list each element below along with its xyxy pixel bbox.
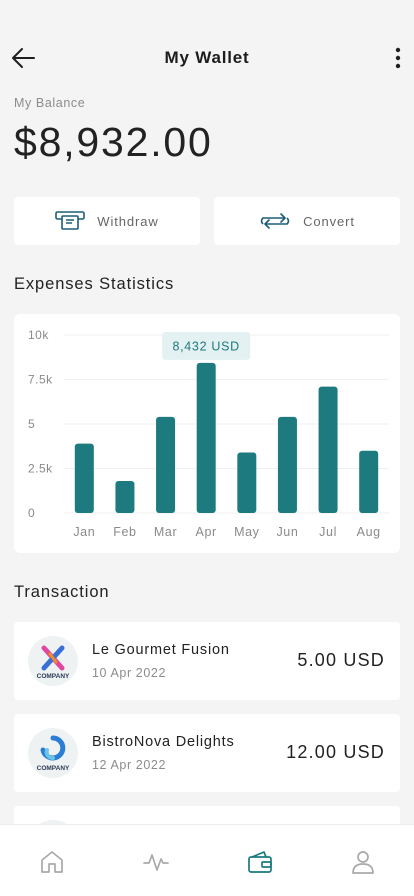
transaction-amount: 12.00 USD xyxy=(286,742,385,762)
y-tick-label: 5 xyxy=(28,417,35,431)
x-tick-label: Aug xyxy=(357,525,381,539)
home-icon xyxy=(41,851,63,873)
tooltip-label: 8,432 USD xyxy=(172,339,239,353)
convert-button[interactable]: Convert xyxy=(214,197,400,245)
bar-jul[interactable] xyxy=(318,386,338,513)
y-tick-label: 7.5k xyxy=(28,373,53,387)
logo-text: COMPANY xyxy=(37,673,70,680)
bar-jun[interactable] xyxy=(277,416,297,513)
nav-profile[interactable] xyxy=(350,849,376,875)
expenses-title: Expenses Statistics xyxy=(14,275,175,293)
bar-mar[interactable] xyxy=(156,416,176,513)
company-x-logo-icon: COMPANY xyxy=(37,645,70,680)
bar-feb[interactable] xyxy=(115,480,135,513)
more-vertical-icon xyxy=(395,47,401,69)
y-tick-label: 0 xyxy=(28,506,35,520)
bar-aug[interactable] xyxy=(359,450,379,513)
nav-activity[interactable] xyxy=(143,849,169,875)
company-swirl-logo-icon: COMPANY xyxy=(37,735,70,772)
transaction-date: 10 Apr 2022 xyxy=(92,666,167,680)
transaction-item[interactable]: COMPANY BistroNova Delights 12 Apr 2022 … xyxy=(14,714,400,792)
expenses-chart: 0 2.5k 5 7.5k 10k Jan Feb Mar Apr 8,432 USD May Jun… xyxy=(28,328,389,539)
withdraw-icon xyxy=(55,211,86,230)
expenses-chart-card: 0 2.5k 5 7.5k 10k Jan Feb Mar Apr 8,432 USD May Jun… xyxy=(14,314,400,553)
transaction-name: BistroNova Delights xyxy=(92,734,235,750)
tooltip-box xyxy=(162,331,251,360)
convert-label: Convert xyxy=(303,213,355,229)
nav-home[interactable] xyxy=(39,849,65,875)
y-tick-label: 10k xyxy=(28,328,49,342)
x-tick-label: Jul xyxy=(319,525,337,539)
balance-value: $8,932.00 xyxy=(14,119,213,165)
x-tick-label: Apr xyxy=(196,525,217,539)
x-tick-label: Feb xyxy=(113,525,136,539)
logo-text: COMPANY xyxy=(37,765,70,772)
bar-jan[interactable] xyxy=(74,443,94,513)
x-tick-label: Jan xyxy=(73,525,95,539)
bar-may[interactable] xyxy=(237,452,257,513)
x-tick-label: Mar xyxy=(154,525,177,539)
nav-wallet[interactable] xyxy=(247,849,273,875)
company-logo: COMPANY xyxy=(28,728,78,778)
x-tick-label: Jun xyxy=(276,525,298,539)
x-tick-label: May xyxy=(234,525,260,539)
transaction-amount: 5.00 USD xyxy=(297,650,385,670)
bottom-navigation xyxy=(0,824,414,896)
activity-icon xyxy=(143,854,169,871)
y-tick-label: 2.5k xyxy=(28,462,53,476)
balance-label: My Balance xyxy=(14,96,86,110)
more-options-button[interactable] xyxy=(392,46,404,70)
bar-apr[interactable] xyxy=(196,362,216,513)
withdraw-label: Withdraw xyxy=(97,213,159,229)
company-logo: COMPANY xyxy=(28,636,78,686)
transaction-title: Transaction xyxy=(14,583,110,601)
wallet-icon xyxy=(248,851,272,873)
transaction-date: 12 Apr 2022 xyxy=(92,758,167,772)
transaction-name: Le Gourmet Fusion xyxy=(92,642,230,658)
withdraw-button[interactable]: Withdraw xyxy=(14,197,200,245)
header-bar: My Wallet xyxy=(0,36,414,80)
profile-icon xyxy=(352,851,374,874)
arrow-left-icon xyxy=(12,48,35,68)
transaction-item[interactable]: COMPANY Le Gourmet Fusion 10 Apr 2022 5.… xyxy=(14,622,400,700)
page-title: My Wallet xyxy=(164,48,250,67)
back-button[interactable] xyxy=(10,46,36,70)
convert-icon xyxy=(260,213,290,229)
